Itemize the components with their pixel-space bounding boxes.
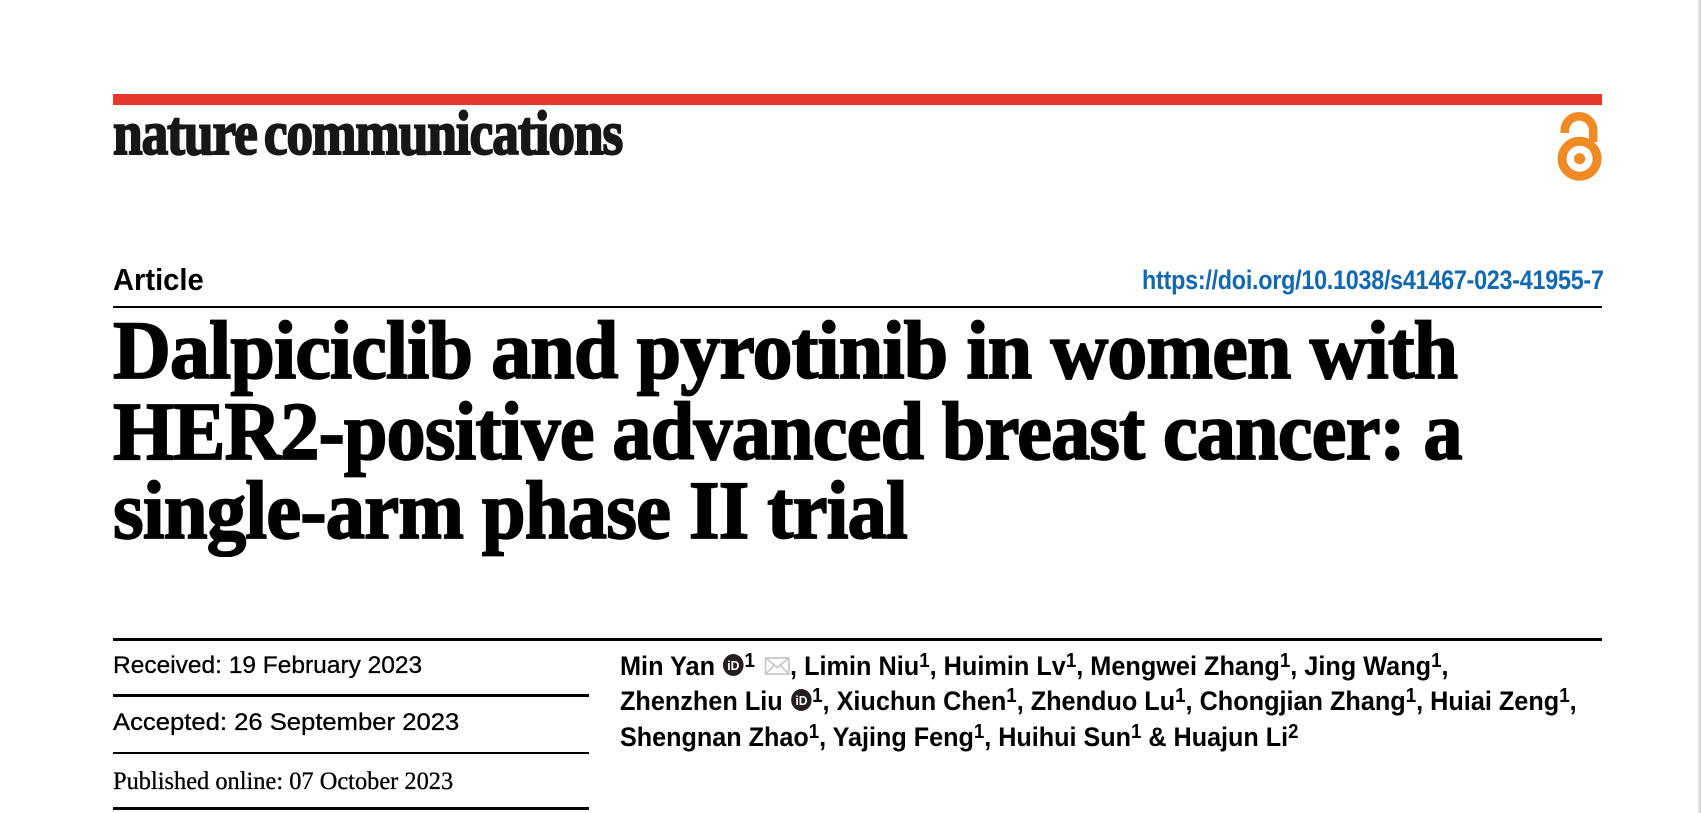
svg-text:iD: iD (727, 658, 739, 672)
svg-text:iD: iD (795, 693, 807, 707)
